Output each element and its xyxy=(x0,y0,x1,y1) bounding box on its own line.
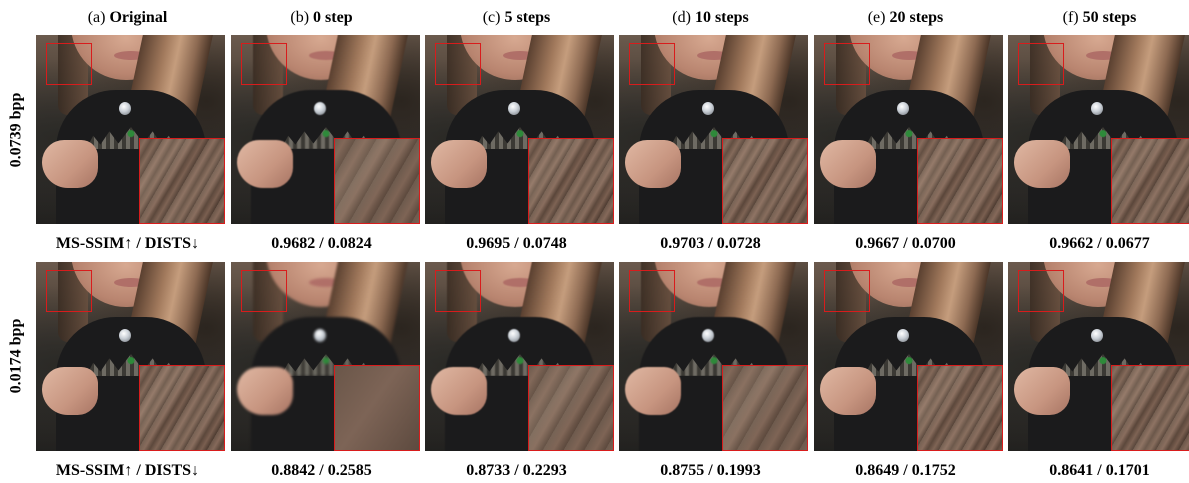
image-20-steps-row1 xyxy=(814,35,1003,224)
roi-box xyxy=(46,270,92,312)
roi-box xyxy=(435,270,481,312)
zoom-inset xyxy=(528,138,614,224)
image-5-steps-row1 xyxy=(425,35,614,224)
image-0-step-row1 xyxy=(231,35,420,224)
column-header-original: (a) Original xyxy=(87,9,168,26)
roi-box xyxy=(1018,43,1064,85)
metric-value-5-steps-row2: 0.8733 / 0.2293 xyxy=(466,462,567,479)
metric-value-50-steps-row2: 0.8641 / 0.1701 xyxy=(1049,462,1150,479)
zoom-inset xyxy=(722,138,808,224)
image-0-step-row2 xyxy=(231,262,420,451)
column-header-0-step: (b) 0 step xyxy=(290,9,353,26)
metric-value-50-steps-row1: 0.9662 / 0.0677 xyxy=(1049,235,1150,252)
column-header-20-steps: (e) 20 steps xyxy=(867,9,944,26)
row-label-bitrate-low: 0.0174 bpp xyxy=(7,318,25,394)
zoom-inset xyxy=(917,365,1003,451)
image-50-steps-row1 xyxy=(1008,35,1189,224)
zoom-inset xyxy=(334,138,420,224)
roi-box xyxy=(46,43,92,85)
metric-value-0-step-row2: 0.8842 / 0.2585 xyxy=(271,462,372,479)
metric-value-20-steps-row1: 0.9667 / 0.0700 xyxy=(855,235,956,252)
metric-value-10-steps-row2: 0.8755 / 0.1993 xyxy=(660,462,761,479)
roi-box xyxy=(241,270,287,312)
metric-value-0-step-row1: 0.9682 / 0.0824 xyxy=(271,235,372,252)
column-header-10-steps: (d) 10 steps xyxy=(672,9,749,26)
zoom-inset xyxy=(1111,365,1189,451)
image-10-steps-row1 xyxy=(619,35,808,224)
image-5-steps-row2 xyxy=(425,262,614,451)
zoom-inset xyxy=(139,138,225,224)
metric-label-row1: MS-SSIM↑ / DISTS↓ xyxy=(55,235,200,252)
row-label-bitrate-high: 0.0739 bpp xyxy=(7,92,25,168)
image-10-steps-row2 xyxy=(619,262,808,451)
zoom-inset xyxy=(528,365,614,451)
zoom-inset xyxy=(917,138,1003,224)
roi-box xyxy=(435,43,481,85)
column-header-5-steps: (c) 5 steps xyxy=(482,9,551,26)
image-20-steps-row2 xyxy=(814,262,1003,451)
column-header-50-steps: (f) 50 steps xyxy=(1062,9,1137,26)
roi-box xyxy=(1018,270,1064,312)
image-original-row2 xyxy=(36,262,225,451)
metric-value-5-steps-row1: 0.9695 / 0.0748 xyxy=(466,235,567,252)
image-original-row1 xyxy=(36,35,225,224)
roi-box xyxy=(629,270,675,312)
metric-value-10-steps-row1: 0.9703 / 0.0728 xyxy=(660,235,761,252)
metric-value-20-steps-row2: 0.8649 / 0.1752 xyxy=(855,462,956,479)
image-50-steps-row2 xyxy=(1008,262,1189,451)
zoom-inset xyxy=(139,365,225,451)
roi-box xyxy=(629,43,675,85)
zoom-inset xyxy=(334,365,420,451)
roi-box xyxy=(824,270,870,312)
roi-box xyxy=(241,43,287,85)
metric-label-row2: MS-SSIM↑ / DISTS↓ xyxy=(55,462,200,479)
zoom-inset xyxy=(722,365,808,451)
zoom-inset xyxy=(1111,138,1189,224)
roi-box xyxy=(824,43,870,85)
